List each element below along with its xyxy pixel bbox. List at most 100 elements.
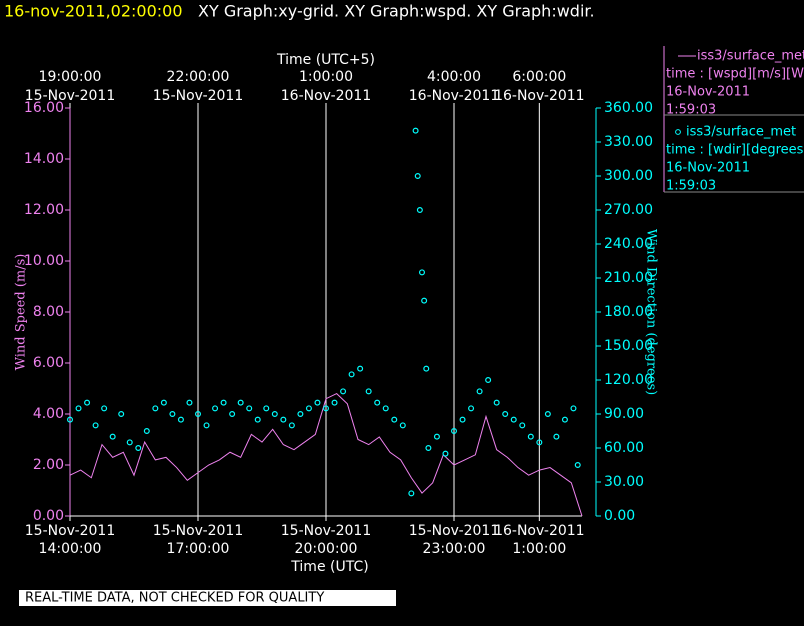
wind-direction-point (186, 399, 193, 406)
x2-tick-label: 1:00:00 (299, 69, 353, 85)
wind-direction-point (271, 411, 278, 418)
x-tick-label: 23:00:00 (423, 541, 486, 557)
y2-tick-label: 210.00 (604, 270, 653, 286)
wind-direction-point (451, 428, 458, 435)
wind-direction-point (135, 445, 142, 452)
wind-direction-point (412, 127, 419, 134)
chart-subtitle: XY Graph:xy-grid. XY Graph:wspd. XY Grap… (198, 2, 595, 21)
wind-direction-point (195, 411, 202, 418)
y-tick-label: 10.00 (24, 253, 64, 269)
wind-direction-point (544, 411, 551, 418)
x2-tick-date: 15-Nov-2011 (25, 88, 116, 104)
wind-direction-point (423, 365, 430, 372)
x-tick-date: 15-Nov-2011 (25, 523, 116, 539)
wind-direction-point (419, 269, 426, 276)
wind-direction-point (502, 411, 509, 418)
wind-direction-point (374, 399, 381, 406)
chart-title: 16-nov-2011,02:00:00 (4, 2, 183, 21)
y2-tick-label: 180.00 (604, 304, 653, 320)
x2-tick-label: 6:00:00 (512, 69, 566, 85)
wind-direction-point (365, 388, 372, 395)
wind-direction-point (561, 416, 568, 423)
y-tick-label: 12.00 (24, 202, 64, 218)
x-tick-label: 17:00:00 (167, 541, 230, 557)
wind-direction-point (109, 433, 116, 440)
wind-direction-point (297, 411, 304, 418)
wind-direction-point (433, 433, 440, 440)
x-axis-title: Time (UTC) (290, 559, 368, 575)
wind-direction-point (414, 173, 421, 180)
y-tick-label: 16.00 (24, 100, 64, 116)
legend-detail: time : [wdir][degrees][V (666, 143, 804, 158)
legend-swatch (675, 129, 681, 135)
x2-tick-label: 22:00:00 (167, 69, 230, 85)
x-tick-label: 1:00:00 (512, 541, 566, 557)
wind-direction-point (92, 422, 99, 429)
wind-direction-point (169, 411, 176, 418)
wind-direction-point (391, 416, 398, 423)
y2-tick-label: 300.00 (604, 168, 653, 184)
y2-tick-label: 60.00 (604, 440, 644, 456)
x2-tick-date: 15-Nov-2011 (153, 88, 244, 104)
wind-direction-point (527, 433, 534, 440)
wind-direction-point (510, 416, 517, 423)
wind-direction-point (288, 422, 295, 429)
legend-detail: 16-Nov-2011 (666, 85, 750, 100)
wind-direction-point (323, 405, 330, 412)
wind-direction-point (348, 371, 355, 378)
wind-direction-point (212, 405, 219, 412)
y2-tick-label: 120.00 (604, 372, 653, 388)
wind-direction-point (118, 411, 125, 418)
x-tick-label: 20:00:00 (295, 541, 358, 557)
legend-detail: 16-Nov-2011 (666, 161, 750, 176)
x-tick-date: 15-Nov-2011 (281, 523, 372, 539)
wind-direction-point (246, 405, 253, 412)
wind-direction-point (220, 399, 227, 406)
wind-speed-line (69, 392, 583, 517)
annotation-box (19, 590, 396, 606)
y-tick-label: 6.00 (33, 355, 64, 371)
x-tick-date: 15-Nov-2011 (153, 523, 244, 539)
x2-tick-label: 4:00:00 (427, 69, 481, 85)
x2-tick-label: 19:00:00 (39, 69, 102, 85)
wind-direction-point (126, 439, 133, 446)
wind-direction-point (408, 490, 415, 497)
wind-direction-point (229, 411, 236, 418)
wind-direction-point (570, 405, 577, 412)
wind-direction-point (101, 405, 108, 412)
y2-tick-label: 150.00 (604, 338, 653, 354)
wind-direction-point (143, 428, 150, 435)
wind-direction-point (416, 207, 423, 214)
y-tick-label: 4.00 (33, 406, 64, 422)
wind-direction-point (203, 422, 210, 429)
wind-direction-point (493, 399, 500, 406)
wind-direction-point (399, 422, 406, 429)
y-axis-title: Wind Speed (m/s) (14, 254, 29, 371)
wind-direction-point (331, 399, 338, 406)
wind-direction-point (421, 297, 428, 304)
wind-direction-point (425, 445, 432, 452)
legend-label: iss3/surface_met (697, 49, 804, 64)
x2-tick-date: 16-Nov-2011 (494, 88, 585, 104)
wind-direction-point (66, 416, 73, 423)
annotation: REAL-TIME DATA, NOT CHECKED FOR QUALITY (25, 591, 324, 606)
x-tick-label: 14:00:00 (39, 541, 102, 557)
y-tick-label: 2.00 (33, 457, 64, 473)
y2-tick-label: 0.00 (604, 508, 635, 524)
wind-direction-point (485, 377, 492, 384)
wind-direction-point (160, 399, 167, 406)
wind-direction-point (305, 405, 312, 412)
x2-tick-date: 16-Nov-2011 (409, 88, 500, 104)
y2-tick-label: 330.00 (604, 134, 653, 150)
x-tick-date: 15-Nov-2011 (409, 523, 500, 539)
wind-direction-point (536, 439, 543, 446)
wind-direction-point (574, 462, 581, 469)
y2-tick-label: 240.00 (604, 236, 653, 252)
legend-detail: time : [wspd][m/s][Wind (666, 67, 804, 82)
y2-axis-title: Wind Direction (degrees) (644, 229, 659, 395)
wind-direction-point (468, 405, 475, 412)
x-tick-date: 16-Nov-2011 (494, 523, 585, 539)
wind-direction-point (263, 405, 270, 412)
wind-direction-point (382, 405, 389, 412)
